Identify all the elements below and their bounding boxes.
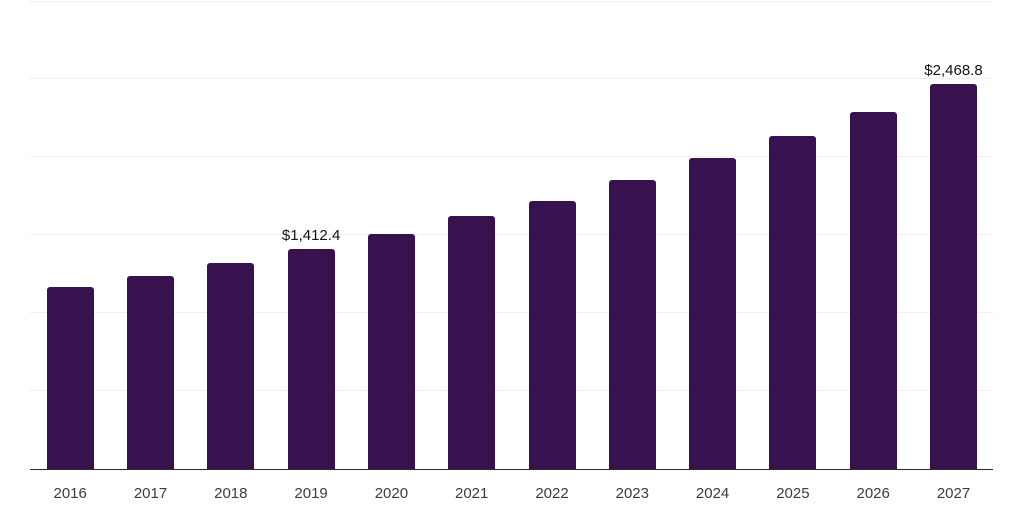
x-tick-2018: 2018: [214, 485, 248, 502]
value-label-2019: $1,412.4: [281, 226, 341, 244]
gridline-3000: [30, 0, 993, 2]
x-tick-2022: 2022: [535, 485, 569, 502]
x-tick-2020: 2020: [374, 485, 409, 502]
gridline-1500: [30, 234, 993, 236]
gridline-2000: [30, 156, 993, 158]
x-tick-2017: 2017: [133, 485, 168, 502]
bar-2025[interactable]: [769, 135, 817, 469]
bar-2017[interactable]: [127, 276, 174, 469]
plot-area: $1,412.4 $2,468.8: [30, 0, 993, 470]
bar-2027[interactable]: [930, 84, 977, 469]
value-label-2027: $2,468.8: [924, 62, 983, 80]
bar-2024[interactable]: [689, 158, 737, 469]
gridline-500: [30, 390, 993, 392]
bar-2021[interactable]: [448, 216, 496, 469]
x-tick-2024: 2024: [695, 485, 730, 502]
bar-2019[interactable]: [287, 248, 335, 469]
bar-2026[interactable]: [849, 111, 897, 469]
bar-2018[interactable]: [207, 263, 255, 469]
x-tick-2016: 2016: [53, 485, 87, 502]
bar-2016[interactable]: [46, 287, 94, 469]
gridline-1000: [30, 312, 993, 314]
bar-2020[interactable]: [367, 233, 415, 469]
x-tick-2026: 2026: [856, 485, 890, 502]
gridline-2500: [30, 78, 993, 80]
x-tick-2019: 2019: [294, 485, 328, 502]
bar-2022[interactable]: [528, 200, 576, 469]
bar-2023[interactable]: [608, 179, 656, 469]
x-tick-2021: 2021: [455, 485, 489, 502]
x-tick-2023: 2023: [615, 485, 649, 502]
x-tick-2027: 2027: [936, 485, 971, 502]
x-tick-2025: 2025: [776, 485, 810, 502]
x-axis-line: [30, 468, 993, 470]
